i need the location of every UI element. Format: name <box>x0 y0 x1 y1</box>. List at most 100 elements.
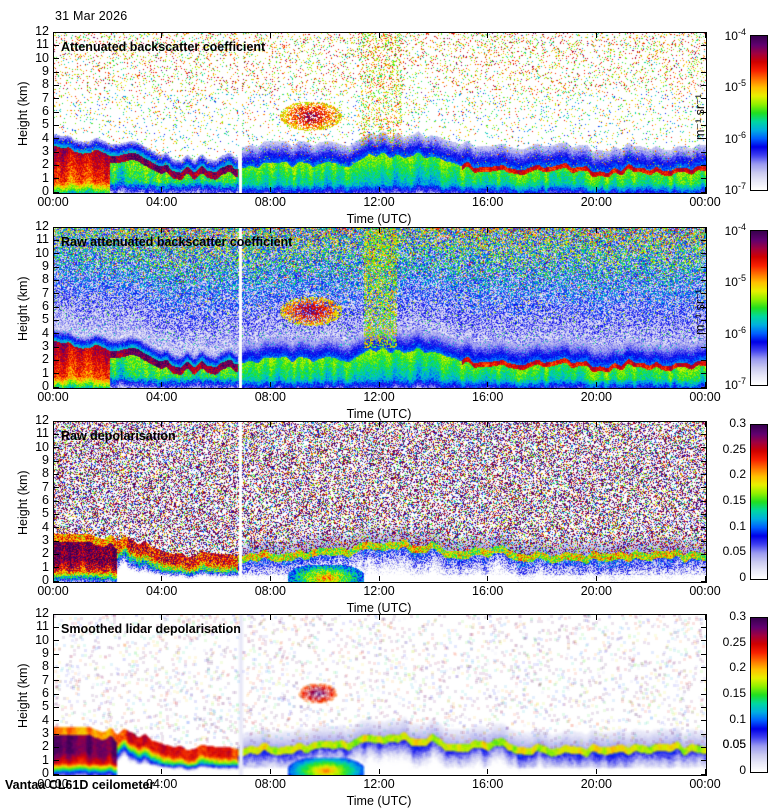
y-tick-mark <box>701 420 706 422</box>
y-tick-mark <box>54 124 59 126</box>
y-tick-label: 0 <box>42 573 49 587</box>
y-tick-label: 4 <box>42 519 49 534</box>
y-tick-label: 5 <box>42 117 49 132</box>
colorbar-tick-label: 0.2 <box>729 467 746 482</box>
x-tick-mark <box>52 187 54 192</box>
y-tick-mark <box>701 138 706 140</box>
y-tick-mark <box>701 653 706 655</box>
plot-area-2[interactable] <box>53 227 707 389</box>
y-tick-mark <box>54 626 59 628</box>
x-tick-mark <box>269 422 271 427</box>
x-tick-mark <box>595 382 597 387</box>
x-tick-label: 04:00 <box>146 195 178 209</box>
x-tick-mark <box>269 228 271 233</box>
y-tick-mark <box>54 279 59 281</box>
y-tick-label: 7 <box>42 672 49 687</box>
x-tick-label: 12:00 <box>363 777 395 791</box>
x-tick-mark <box>161 187 163 192</box>
y-tick-label: 7 <box>42 90 49 105</box>
y-tick-mark <box>54 666 59 668</box>
colorbar-tick-label: 0.25 <box>722 441 746 456</box>
y-tick-mark <box>54 178 59 180</box>
x-tick-mark <box>378 615 380 620</box>
y-tick-label: 10 <box>35 632 49 647</box>
colorbar-tick-label: 10-7 <box>724 376 746 392</box>
colorbar-tick-label: 0.15 <box>722 686 746 700</box>
x-tick-label: 00:00 <box>37 584 69 598</box>
x-tick-label: 08:00 <box>254 777 286 791</box>
y-tick-mark <box>54 733 59 735</box>
x-tick-mark <box>52 769 54 774</box>
x-tick-mark <box>378 187 380 192</box>
y-tick-label: 4 <box>42 712 49 727</box>
y-tick-label: 2 <box>42 352 49 367</box>
x-tick-mark <box>52 228 54 233</box>
y-axis-title-4: Height (km) <box>16 663 30 728</box>
x-tick-mark <box>487 228 489 233</box>
colorbar-tick-label: 0 <box>739 763 746 777</box>
plot-area-1[interactable] <box>53 32 707 194</box>
colorbar-tick-label: 0.05 <box>722 737 746 752</box>
y-tick-mark <box>701 346 706 348</box>
y-tick-mark <box>701 447 706 449</box>
y-tick-label: 5 <box>42 699 49 714</box>
y-tick-mark <box>54 473 59 475</box>
x-tick-label: 12:00 <box>363 390 395 404</box>
y-tick-mark <box>701 111 706 113</box>
plot-area-4[interactable] <box>53 614 707 776</box>
x-tick-mark <box>704 33 706 38</box>
y-tick-label: 12 <box>35 606 49 620</box>
x-tick-mark <box>595 576 597 581</box>
y-tick-mark <box>701 613 706 615</box>
x-tick-label: 08:00 <box>254 195 286 209</box>
x-tick-mark <box>704 382 706 387</box>
x-tick-mark <box>704 769 706 774</box>
plot-area-3[interactable] <box>53 421 707 583</box>
y-tick-label: 3 <box>42 726 49 740</box>
site-instrument-label: Vantaa CL61D ceilometer <box>5 778 155 792</box>
x-tick-mark <box>378 576 380 581</box>
y-tick-mark <box>54 333 59 335</box>
x-tick-mark <box>704 228 706 233</box>
x-tick-mark <box>269 769 271 774</box>
y-tick-label: 0 <box>42 184 49 198</box>
y-tick-mark <box>701 293 706 295</box>
x-tick-mark <box>378 33 380 38</box>
y-tick-mark <box>54 84 59 86</box>
y-tick-label: 7 <box>42 479 49 494</box>
y-tick-mark <box>54 138 59 140</box>
y-tick-label: 11 <box>36 232 49 247</box>
colorbar-tick-label: 10-5 <box>724 273 746 290</box>
y-tick-mark <box>701 773 706 775</box>
y-tick-mark <box>54 640 59 642</box>
colorbar-tick-label: 10-4 <box>724 222 746 238</box>
x-tick-label: 00:00 <box>689 195 721 209</box>
y-tick-label: 10 <box>35 245 49 260</box>
y-tick-label: 12 <box>35 413 49 427</box>
colorbar-1 <box>750 35 768 191</box>
y-tick-label: 1 <box>42 170 49 185</box>
y-tick-mark <box>701 760 706 762</box>
x-tick-label: 00:00 <box>37 390 69 404</box>
y-tick-label: 2 <box>42 739 49 754</box>
x-tick-mark <box>704 615 706 620</box>
y-tick-mark <box>701 626 706 628</box>
y-tick-mark <box>701 527 706 529</box>
y-tick-mark <box>54 613 59 615</box>
y-tick-mark <box>54 111 59 113</box>
colorbar-tick-label: 10-7 <box>724 181 746 197</box>
x-tick-mark <box>269 382 271 387</box>
y-tick-mark <box>701 386 706 388</box>
x-axis-title-3: Time (UTC) <box>346 601 412 615</box>
y-tick-mark <box>54 706 59 708</box>
y-tick-mark <box>54 487 59 489</box>
x-tick-label: 00:00 <box>689 584 721 598</box>
x-tick-mark <box>378 228 380 233</box>
x-axis-title-2: Time (UTC) <box>346 407 412 421</box>
y-tick-mark <box>701 178 706 180</box>
y-axis-title-3: Height (km) <box>16 470 30 535</box>
colorbar-gradient-2 <box>751 231 767 385</box>
colorbar-tick-label: 0.05 <box>722 544 746 559</box>
y-tick-label: 4 <box>42 325 49 340</box>
x-tick-label: 16:00 <box>472 195 504 209</box>
